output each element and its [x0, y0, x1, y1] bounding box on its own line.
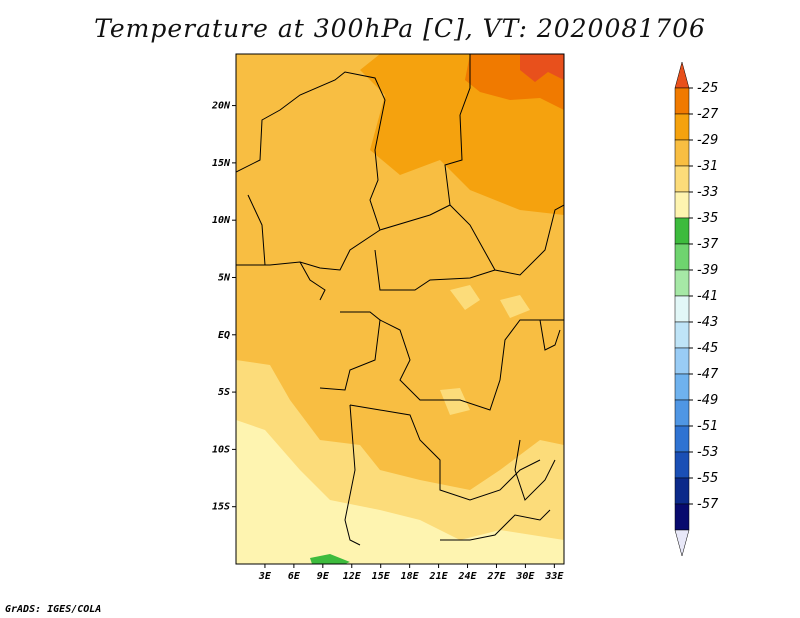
colorbar-label: -53 [697, 445, 718, 460]
lon-tick-label: 6E [288, 571, 301, 582]
colorbar-label: -39 [697, 263, 718, 278]
colorbar-label: -35 [697, 211, 718, 226]
lon-tick-label: 24E [457, 571, 477, 582]
colorbar-segment [674, 451, 690, 479]
lat-tick-label: 20N [211, 101, 231, 112]
field-patch-c [440, 388, 470, 415]
colorbar-label: -27 [697, 107, 719, 122]
grads-credit: GrADS: IGES/COLA [5, 604, 102, 615]
lon-tick-label: 9E [317, 571, 330, 582]
colorbar-label: -29 [697, 133, 718, 148]
field-patch-a [450, 285, 480, 310]
lat-tick-label: 5N [218, 272, 231, 283]
lat-tick-label: 15N [212, 158, 231, 169]
colorbar-label: -45 [697, 341, 718, 356]
colorbar-label: -41 [697, 289, 718, 304]
latitude-ticks: 20N 15N 10N 5N EQ 5S 10S 15S [211, 101, 236, 513]
field-patch-b [500, 295, 530, 318]
colorbar-segment [674, 477, 690, 505]
lat-tick-label: EQ [218, 330, 230, 341]
field-cooler-band [236, 420, 564, 564]
colorbar-segment [674, 217, 690, 245]
lon-tick-label: 27E [486, 571, 506, 582]
colorbar-segment [674, 295, 690, 323]
lat-tick-label: 10N [212, 215, 231, 226]
colorbar-segment [674, 399, 690, 427]
lon-tick-label: 3E [258, 571, 272, 582]
temperature-field [236, 54, 564, 564]
colorbar-segment [674, 373, 690, 401]
colorbar-label: -49 [697, 393, 718, 408]
map-frame [235, 53, 565, 565]
lat-tick-label: 15S [212, 502, 230, 513]
colorbar-segment [674, 191, 690, 219]
colorbar-label: -33 [697, 185, 718, 200]
colorbar-top-arrow [674, 61, 690, 89]
colorbar-segment [674, 347, 690, 375]
lon-tick-label: 21E [429, 571, 449, 582]
map-title: Temperature at 300hPa [C], VT: 202008170… [94, 14, 706, 43]
colorbar-label: -31 [697, 159, 718, 174]
colorbar-segment [674, 269, 690, 297]
lon-tick-label: 33E [544, 571, 564, 582]
colorbar-segment [674, 321, 690, 349]
colorbar: -25 -27 -29 -31 -33 -35 -37 -39 -41 -43 -45 -47 -49 -… [674, 61, 719, 557]
longitude-ticks: 3E 6E 9E 12E 15E 18E 21E 24E 27E 30E 33E [258, 564, 564, 582]
colorbar-segment [674, 243, 690, 271]
field-warmest-patch [520, 54, 564, 82]
colorbar-label: -25 [697, 81, 718, 96]
lat-tick-label: 10S [212, 444, 230, 455]
lon-tick-label: 18E [401, 571, 420, 582]
colorbar-segment [674, 139, 690, 167]
lon-tick-label: 30E [515, 571, 535, 582]
colorbar-bottom-arrow [674, 529, 690, 557]
field-cold-patch [310, 554, 350, 564]
country-borders [236, 54, 564, 546]
colorbar-segment [674, 425, 690, 453]
colorbar-label: -55 [697, 471, 718, 486]
colorbar-segment [674, 165, 690, 193]
colorbar-label: -51 [697, 419, 718, 434]
colorbar-segment [674, 503, 690, 531]
colorbar-segment [674, 87, 690, 115]
lat-tick-label: 5S [218, 387, 230, 398]
colorbar-label: -47 [697, 367, 719, 382]
lon-tick-label: 12E [343, 571, 362, 582]
colorbar-segment [674, 113, 690, 141]
lon-tick-label: 15E [372, 571, 391, 582]
colorbar-label: -43 [697, 315, 718, 330]
colorbar-label: -57 [697, 497, 719, 512]
colorbar-label: -37 [697, 237, 719, 252]
